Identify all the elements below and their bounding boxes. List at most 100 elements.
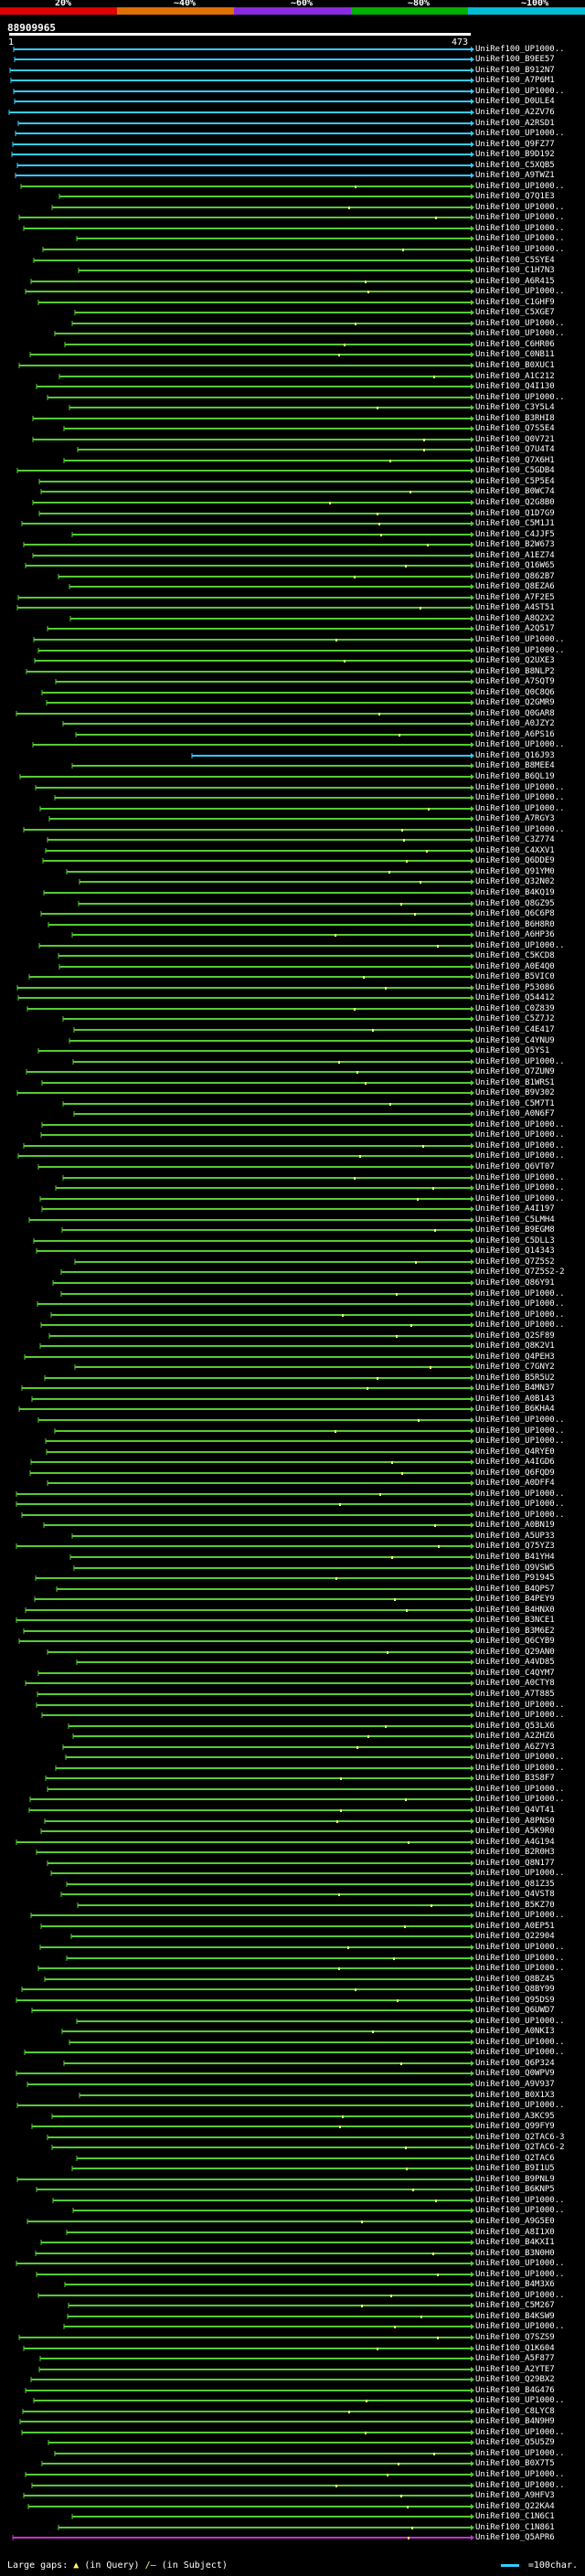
hit-label[interactable]: UniRef100_Q16W65 <box>475 561 555 570</box>
hit-label[interactable]: UniRef100_A9G5E0 <box>475 2217 555 2226</box>
hit-label[interactable]: UniRef100_Q0GAR8 <box>475 709 555 718</box>
hit-label[interactable]: UniRef100_A2Q517 <box>475 624 555 633</box>
hit-label[interactable]: UniRef100_Q0WPV9 <box>475 2069 555 2078</box>
hit-label[interactable]: UniRef100_B3N0H0 <box>475 2249 555 2258</box>
hit-label[interactable]: UniRef100_B4HNX0 <box>475 1606 555 1615</box>
hit-label[interactable]: UniRef100_P91945 <box>475 1574 555 1583</box>
hit-label[interactable]: UniRef100_C1N861 <box>475 2523 555 2532</box>
hit-label[interactable]: UniRef100_UP1000.. <box>475 234 565 243</box>
hit-label[interactable]: UniRef100_A2ZHZ6 <box>475 1732 555 1741</box>
hit-label[interactable]: UniRef100_UP1000.. <box>475 87 565 96</box>
hit-label[interactable]: UniRef100_UP1000.. <box>475 2017 565 2026</box>
hit-label[interactable]: UniRef100_UP1000.. <box>475 2428 565 2437</box>
hit-label[interactable]: UniRef100_A4G194 <box>475 1838 555 1847</box>
hit-label[interactable]: UniRef100_Q4VST8 <box>475 1890 555 1899</box>
hit-label[interactable]: UniRef100_UP1000.. <box>475 224 565 233</box>
hit-label[interactable]: UniRef100_B4KQ19 <box>475 888 555 897</box>
hit-label[interactable]: UniRef100_A6HP36 <box>475 930 555 939</box>
hit-label[interactable]: UniRef100_B9PNL9 <box>475 2175 555 2184</box>
hit-label[interactable]: UniRef100_C1GHF9 <box>475 298 555 307</box>
hit-label[interactable]: UniRef100_UP1000.. <box>475 2259 565 2268</box>
hit-label[interactable]: UniRef100_UP1000.. <box>475 1785 565 1794</box>
hit-label[interactable]: UniRef100_B4M3X6 <box>475 2280 555 2289</box>
hit-label[interactable]: UniRef100_Q29BX2 <box>475 2375 555 2384</box>
hit-label[interactable]: UniRef100_A7RGY3 <box>475 814 555 823</box>
hit-label[interactable]: UniRef100_UP1000.. <box>475 646 565 655</box>
hit-label[interactable]: UniRef100_A5K9R0 <box>475 1827 555 1836</box>
hit-label[interactable]: UniRef100_UP1000.. <box>475 203 565 212</box>
hit-label[interactable]: UniRef100_UP1000.. <box>475 1436 565 1446</box>
hit-label[interactable]: UniRef100_A7F2E5 <box>475 593 555 602</box>
hit-label[interactable]: UniRef100_B0WC74 <box>475 487 555 496</box>
hit-label[interactable]: UniRef100_A1C212 <box>475 372 555 381</box>
hit-label[interactable]: UniRef100_UP1000.. <box>475 941 565 950</box>
hit-label[interactable]: UniRef100_A0DFF4 <box>475 1479 555 1488</box>
hit-label[interactable]: UniRef100_UP1000.. <box>475 2038 565 2047</box>
hit-label[interactable]: UniRef100_C5KCD8 <box>475 951 555 960</box>
hit-label[interactable]: UniRef100_Q7X6H1 <box>475 456 555 465</box>
hit-label[interactable]: UniRef100_A2YTE7 <box>475 2365 555 2374</box>
hit-label[interactable]: UniRef100_UP1000.. <box>475 1057 565 1066</box>
hit-label[interactable]: UniRef100_Q4VT41 <box>475 1806 555 1815</box>
hit-label[interactable]: UniRef100_Q6C6P8 <box>475 909 555 918</box>
hit-label[interactable]: UniRef100_C0NB11 <box>475 350 555 359</box>
hit-label[interactable]: UniRef100_B4MN37 <box>475 1383 555 1393</box>
hit-label[interactable]: UniRef100_C5XQB5 <box>475 161 555 170</box>
hit-label[interactable]: UniRef100_C5P5E4 <box>475 477 555 486</box>
hit-label[interactable]: UniRef100_A2RSD1 <box>475 119 555 128</box>
hit-label[interactable]: UniRef100_A4IGD6 <box>475 1458 555 1467</box>
hit-label[interactable]: UniRef100_UP1000.. <box>475 1711 565 1720</box>
hit-label[interactable]: UniRef100_UP1000.. <box>475 2196 565 2205</box>
hit-label[interactable]: UniRef100_Q0V721 <box>475 435 555 444</box>
hit-label[interactable]: UniRef100_C5DLL3 <box>475 1236 555 1246</box>
hit-label[interactable]: UniRef100_A9HFV3 <box>475 2491 555 2500</box>
hit-label[interactable]: UniRef100_Q7U4T4 <box>475 445 555 454</box>
hit-label[interactable]: UniRef100_UP1000.. <box>475 1489 565 1499</box>
hit-label[interactable]: UniRef100_UP1000.. <box>475 1183 565 1193</box>
hit-label[interactable]: UniRef100_Q1K604 <box>475 2344 555 2353</box>
hit-label[interactable]: UniRef100_Q4I130 <box>475 382 555 391</box>
hit-label[interactable]: UniRef100_UP1000.. <box>475 1151 565 1161</box>
hit-label[interactable]: UniRef100_UP1000.. <box>475 1954 565 1963</box>
hit-label[interactable]: UniRef100_Q1D7G9 <box>475 509 555 518</box>
hit-label[interactable]: UniRef100_B3S8F7 <box>475 1774 555 1783</box>
hit-label[interactable]: UniRef100_B2W673 <box>475 540 555 549</box>
hit-label[interactable]: UniRef100_B9V302 <box>475 1088 555 1097</box>
hit-label[interactable]: UniRef100_C3Z774 <box>475 835 555 844</box>
hit-label[interactable]: UniRef100_B5R5U2 <box>475 1373 555 1383</box>
hit-label[interactable]: UniRef100_UP1000.. <box>475 2270 565 2279</box>
hit-label[interactable]: UniRef100_C4YNU9 <box>475 1036 555 1045</box>
hit-label[interactable]: UniRef100_B4QPS7 <box>475 1585 555 1594</box>
hit-label[interactable]: UniRef100_Q22KA4 <box>475 2502 555 2511</box>
hit-label[interactable]: UniRef100_B4PEY9 <box>475 1595 555 1604</box>
hit-label[interactable]: UniRef100_Q8EZA6 <box>475 582 555 591</box>
hit-label[interactable]: UniRef100_Q5APR6 <box>475 2533 555 2542</box>
hit-label[interactable]: UniRef100_Q6CYB9 <box>475 1637 555 1646</box>
hit-label[interactable]: UniRef100_B5KZ70 <box>475 1901 555 1910</box>
hit-label[interactable]: UniRef100_C5M7T1 <box>475 1099 555 1108</box>
hit-label[interactable]: UniRef100_Q7S5E4 <box>475 424 555 433</box>
hit-label[interactable]: UniRef100_Q7Q1E3 <box>475 192 555 201</box>
hit-label[interactable]: UniRef100_C3Y5L4 <box>475 403 555 412</box>
hit-label[interactable]: UniRef100_Q7ZUN9 <box>475 1067 555 1076</box>
hit-label[interactable]: UniRef100_UP1000.. <box>475 1753 565 1762</box>
hit-label[interactable]: UniRef100_Q75YZ3 <box>475 1542 555 1551</box>
hit-label[interactable]: UniRef100_Q2TAC6-2 <box>475 2143 565 2152</box>
hit-label[interactable]: UniRef100_Q95DS9 <box>475 1996 555 2005</box>
hit-label[interactable]: UniRef100_B0X1X3 <box>475 2091 555 2100</box>
hit-label[interactable]: UniRef100_Q0C8Q6 <box>475 688 555 697</box>
hit-label[interactable]: UniRef100_B2R0H3 <box>475 1848 555 1857</box>
hit-label[interactable]: UniRef100_C6HR06 <box>475 340 555 349</box>
hit-label[interactable]: UniRef100_B6KNP5 <box>475 2185 555 2194</box>
hit-label[interactable]: UniRef100_A9V937 <box>475 2080 555 2089</box>
hit-label[interactable]: UniRef100_C1H7N3 <box>475 266 555 275</box>
hit-label[interactable]: UniRef100_Q9FZ77 <box>475 140 555 149</box>
hit-label[interactable]: UniRef100_UP1000.. <box>475 1964 565 1973</box>
hit-label[interactable]: UniRef100_P53086 <box>475 983 555 992</box>
hit-label[interactable]: UniRef100_UP1000.. <box>475 2322 565 2331</box>
hit-label[interactable]: UniRef100_Q2TAC6-3 <box>475 2133 565 2142</box>
hit-label[interactable]: UniRef100_A0B143 <box>475 1394 555 1404</box>
hit-label[interactable]: UniRef100_Q2GMR9 <box>475 698 555 707</box>
hit-label[interactable]: UniRef100_Q2SF89 <box>475 1331 555 1341</box>
hit-label[interactable]: UniRef100_A0E4Q0 <box>475 962 555 971</box>
